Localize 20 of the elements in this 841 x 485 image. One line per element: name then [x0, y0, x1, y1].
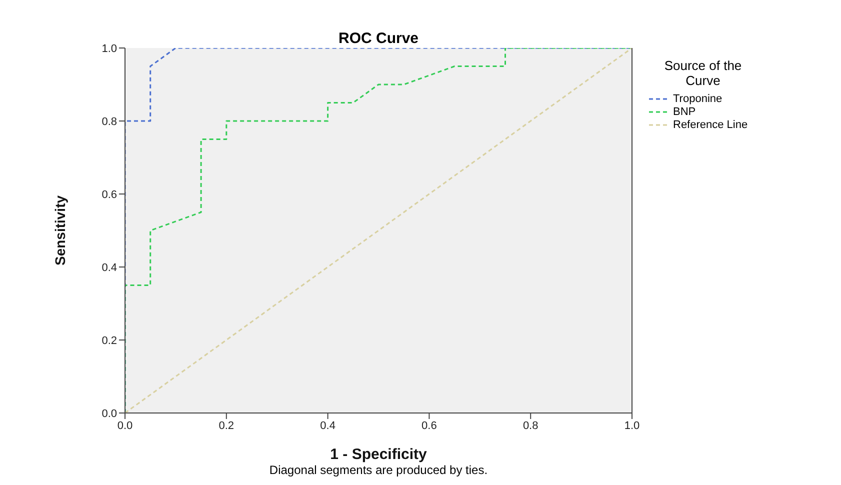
y-tick-label: 0.8: [102, 116, 117, 128]
y-tick-label: 1.0: [102, 42, 117, 55]
x-tick-label: 0.8: [522, 420, 538, 432]
x-tick-label: 0.6: [422, 420, 437, 432]
y-tick-label: 0.4: [102, 262, 117, 274]
x-axis-title: 1 - Specificity: [330, 446, 428, 463]
x-tick-label: 0.2: [218, 420, 234, 432]
y-axis-title: Sensitivity: [52, 195, 68, 266]
x-tick-label: 1.0: [624, 420, 640, 432]
x-tick-label: 0.4: [320, 420, 336, 432]
chart-title: ROC Curve: [337, 30, 420, 47]
legend-title: Source of the Curve: [663, 58, 743, 88]
text: Diagonal segments are produced by ties.: [268, 463, 489, 477]
y-tick-label: 0.6: [102, 188, 117, 201]
legend-label: Troponine: [673, 92, 722, 104]
y-tick-label: 0.2: [102, 334, 117, 347]
legend-label: BNP: [673, 106, 696, 118]
legend-label: Reference Line: [673, 118, 748, 130]
y-tick-label: 0.0: [102, 408, 117, 420]
x-tick-label: 0.0: [117, 420, 133, 432]
